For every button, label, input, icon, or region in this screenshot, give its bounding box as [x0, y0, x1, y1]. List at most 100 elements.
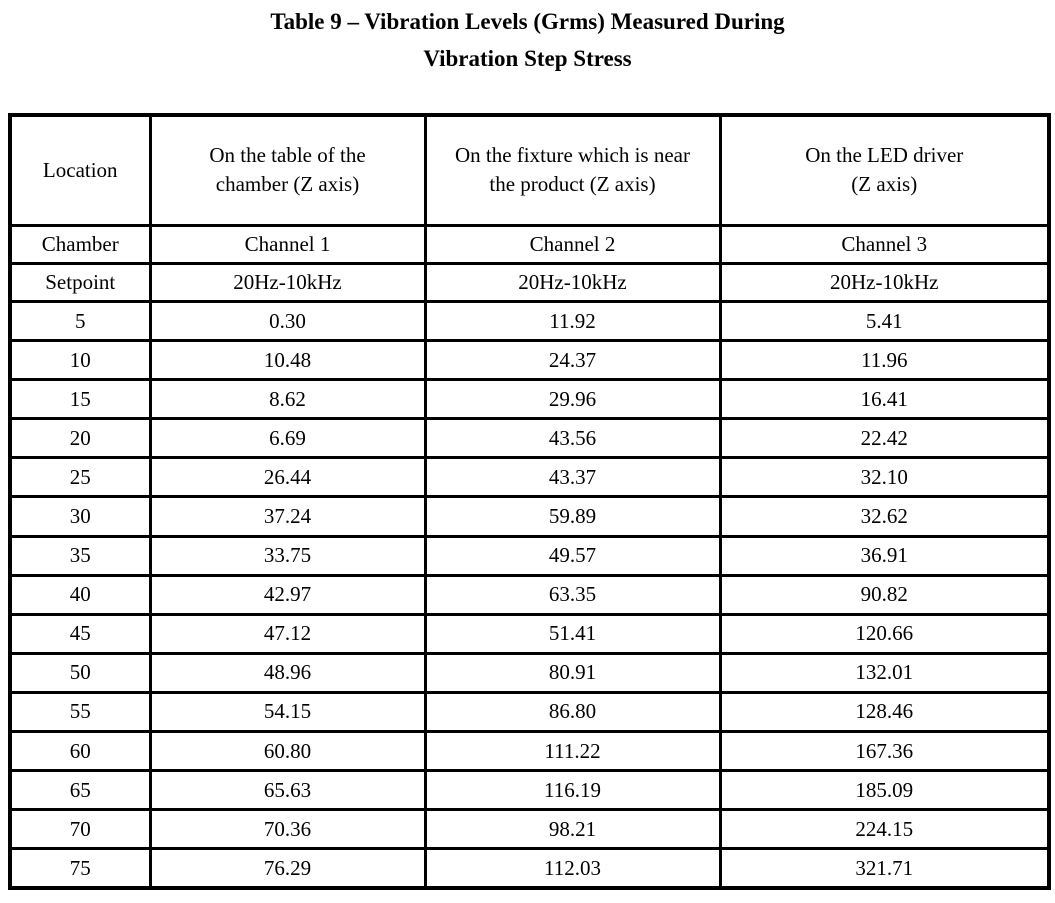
grms-value-cell: 0.30 [148, 299, 427, 343]
header-col1-line2: chamber (Z axis) [215, 172, 360, 197]
grms-value-cell: 224.15 [718, 808, 1051, 851]
grms-value-cell: 86.80 [423, 690, 722, 734]
setpoint-label: Setpoint [8, 261, 152, 303]
table-row: 60 60.80 111.22 167.36 [8, 729, 1051, 773]
header-location: Location [8, 113, 152, 227]
grms-value-cell: 321.71 [718, 847, 1051, 890]
header-col2-line2: the product (Z axis) [489, 172, 656, 197]
setpoint-value-cell: 40 [8, 573, 152, 616]
setpoint-value-cell: 25 [8, 456, 152, 499]
grms-value-cell: 42.97 [148, 573, 427, 616]
grms-value-cell: 51.41 [423, 612, 722, 655]
table-row: 40 42.97 63.35 90.82 [8, 573, 1051, 616]
grms-value-cell: 65.63 [148, 769, 427, 812]
chamber-label: Chamber [8, 223, 152, 265]
grms-value-cell: 54.15 [148, 690, 427, 734]
table-row: 50 48.96 80.91 132.01 [8, 651, 1051, 694]
freq-range-ch1: 20Hz-10kHz [148, 261, 427, 303]
grms-value-cell: 185.09 [718, 769, 1051, 812]
grms-value-cell: 112.03 [423, 847, 722, 890]
setpoint-value-cell: 50 [8, 651, 152, 694]
grms-value-cell: 120.66 [718, 612, 1051, 655]
table-row: 45 47.12 51.41 120.66 [8, 612, 1051, 655]
setpoint-value-cell: 70 [8, 808, 152, 851]
grms-value-cell: 33.75 [148, 534, 427, 577]
table-row: 55 54.15 86.80 128.46 [8, 690, 1051, 734]
table-row: 65 65.63 116.19 185.09 [8, 769, 1051, 812]
table-row: 15 8.62 29.96 16.41 [8, 378, 1051, 421]
setpoint-header-row: Setpoint 20Hz-10kHz 20Hz-10kHz 20Hz-10kH… [8, 261, 1051, 303]
setpoint-value-cell: 30 [8, 495, 152, 538]
grms-value-cell: 76.29 [148, 847, 427, 890]
table-row: 30 37.24 59.89 32.62 [8, 495, 1051, 538]
header-col1-line1: On the table of the [209, 143, 366, 168]
grms-value-cell: 167.36 [718, 729, 1051, 773]
grms-value-cell: 116.19 [423, 769, 722, 812]
setpoint-value-cell: 65 [8, 769, 152, 812]
setpoint-value-cell: 45 [8, 612, 152, 655]
table-row: 35 33.75 49.57 36.91 [8, 534, 1051, 577]
grms-value-cell: 47.12 [148, 612, 427, 655]
table-title-line2: Vibration Step Stress [423, 46, 632, 71]
grms-value-cell: 128.46 [718, 690, 1051, 734]
grms-value-cell: 90.82 [718, 573, 1051, 616]
setpoint-value-cell: 35 [8, 534, 152, 577]
grms-value-cell: 29.96 [423, 378, 722, 421]
vibration-levels-table: Location On the table of the chamber (Z … [8, 113, 1051, 890]
grms-value-cell: 60.80 [148, 729, 427, 773]
grms-value-cell: 70.36 [148, 808, 427, 851]
channel-row: Chamber Channel 1 Channel 2 Channel 3 [8, 223, 1051, 265]
grms-value-cell: 63.35 [423, 573, 722, 616]
grms-value-cell: 5.41 [718, 299, 1051, 343]
table-title: Table 9 – Vibration Levels (Grms) Measur… [0, 3, 1055, 77]
table-row: 75 76.29 112.03 321.71 [8, 847, 1051, 890]
grms-value-cell: 48.96 [148, 651, 427, 694]
table-row: 5 0.30 11.92 5.41 [8, 299, 1051, 343]
grms-value-cell: 22.42 [718, 417, 1051, 460]
channel-1-label: Channel 1 [148, 223, 427, 265]
header-led-driver: On the LED driver (Z axis) [718, 113, 1051, 227]
grms-value-cell: 11.92 [423, 299, 722, 343]
header-col3-line2: (Z axis) [851, 172, 918, 197]
header-fixture-near-product: On the fixture which is near the product… [423, 113, 722, 227]
grms-value-cell: 132.01 [718, 651, 1051, 694]
grms-value-cell: 11.96 [718, 339, 1051, 382]
table-row: 25 26.44 43.37 32.10 [8, 456, 1051, 499]
grms-value-cell: 49.57 [423, 534, 722, 577]
grms-value-cell: 26.44 [148, 456, 427, 499]
setpoint-value-cell: 20 [8, 417, 152, 460]
grms-value-cell: 37.24 [148, 495, 427, 538]
table-row: 10 10.48 24.37 11.96 [8, 339, 1051, 382]
freq-range-ch2: 20Hz-10kHz [423, 261, 722, 303]
table-row: 70 70.36 98.21 224.15 [8, 808, 1051, 851]
grms-value-cell: 43.37 [423, 456, 722, 499]
setpoint-value-cell: 5 [8, 299, 152, 343]
grms-value-cell: 36.91 [718, 534, 1051, 577]
header-col3-line1: On the LED driver [805, 143, 964, 168]
channel-3-label: Channel 3 [718, 223, 1051, 265]
header-row: Location On the table of the chamber (Z … [8, 113, 1051, 227]
data-rows: 5 0.30 11.92 5.41 10 10.48 24.37 11.96 15 8.62 29.… [8, 299, 1051, 890]
grms-value-cell: 6.69 [148, 417, 427, 460]
grms-value-cell: 8.62 [148, 378, 427, 421]
grms-value-cell: 111.22 [423, 729, 722, 773]
freq-range-ch3: 20Hz-10kHz [718, 261, 1051, 303]
grms-value-cell: 80.91 [423, 651, 722, 694]
grms-value-cell: 10.48 [148, 339, 427, 382]
setpoint-value-cell: 10 [8, 339, 152, 382]
table-title-line1: Table 9 – Vibration Levels (Grms) Measur… [270, 9, 785, 34]
grms-value-cell: 43.56 [423, 417, 722, 460]
setpoint-value-cell: 75 [8, 847, 152, 890]
setpoint-value-cell: 55 [8, 690, 152, 734]
grms-value-cell: 98.21 [423, 808, 722, 851]
table-row: 20 6.69 43.56 22.42 [8, 417, 1051, 460]
grms-value-cell: 16.41 [718, 378, 1051, 421]
grms-value-cell: 59.89 [423, 495, 722, 538]
setpoint-value-cell: 60 [8, 729, 152, 773]
setpoint-value-cell: 15 [8, 378, 152, 421]
grms-value-cell: 32.62 [718, 495, 1051, 538]
header-table-of-chamber: On the table of the chamber (Z axis) [148, 113, 427, 227]
channel-2-label: Channel 2 [423, 223, 722, 265]
grms-value-cell: 24.37 [423, 339, 722, 382]
header-col2-line1: On the fixture which is near [454, 143, 690, 168]
